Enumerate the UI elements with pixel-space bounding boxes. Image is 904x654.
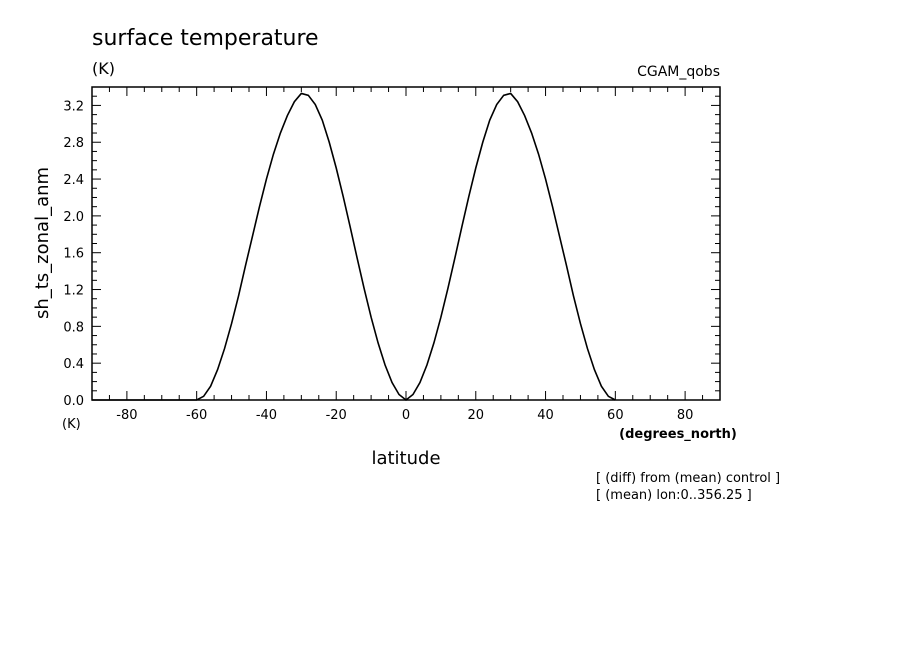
x-tick-label: -60 [186, 408, 207, 423]
x-tick-label: -80 [116, 408, 137, 423]
y-tick-label: 3.2 [63, 99, 84, 114]
y-axis-label: sh_ts_zonal_anm [32, 167, 53, 319]
chart-title: surface temperature [92, 26, 319, 51]
y-tick-label: 2.4 [63, 173, 84, 188]
y-tick-label: 2.0 [63, 210, 84, 225]
annotation-mean: [ (mean) lon:0..356.25 ] [596, 488, 752, 503]
y-tick-label: 0.0 [63, 394, 84, 409]
y-tick-label: 2.8 [63, 136, 84, 151]
dataset-label: CGAM_qobs [637, 64, 720, 80]
x-tick-label: -20 [326, 408, 347, 423]
y-tick-label: 1.6 [63, 247, 84, 262]
x-axis-units: (degrees_north) [619, 427, 737, 442]
x-tick-label: 80 [677, 408, 694, 423]
y-tick-label: 0.8 [63, 320, 84, 335]
annotation-diff: [ (diff) from (mean) control ] [596, 471, 780, 486]
x-tick-label: 20 [468, 408, 485, 423]
y-axis-ticks: 0.0 0.4 0.8 1.2 1.6 2.0 2.4 2.8 3.2 [63, 86, 720, 409]
y-axis-units: (K) [62, 417, 81, 432]
y-tick-label: 0.4 [63, 357, 84, 372]
x-tick-label: -40 [256, 408, 277, 423]
x-tick-label: 0 [402, 408, 410, 423]
y-tick-label: 1.2 [63, 284, 84, 299]
x-tick-label: 40 [537, 408, 554, 423]
x-tick-label: 60 [607, 408, 624, 423]
title-units: (K) [92, 59, 115, 78]
x-axis-ticks: -80 -60 -40 -20 0 20 40 60 80 [91, 87, 721, 423]
x-axis-label: latitude [371, 448, 440, 469]
series-line [92, 92, 616, 402]
plot-frame [91, 86, 721, 401]
